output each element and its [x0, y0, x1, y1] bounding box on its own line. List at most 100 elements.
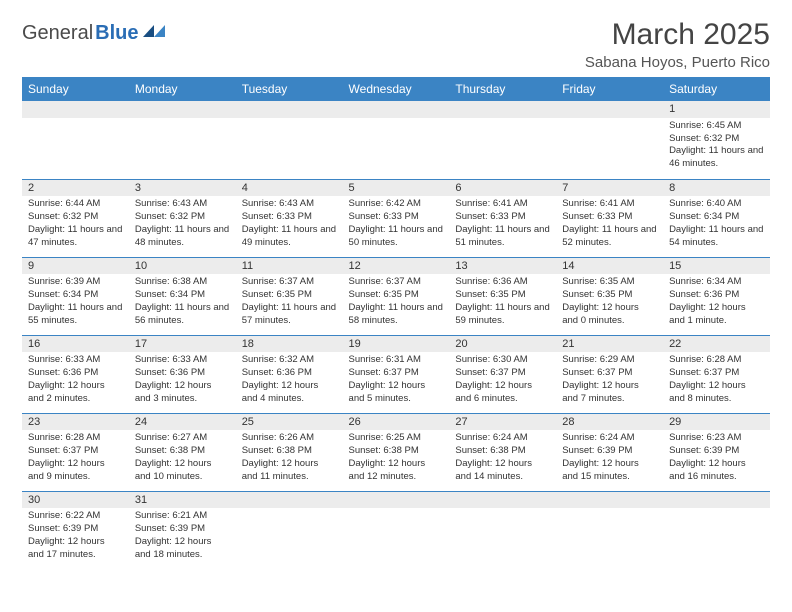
daylight-text: Daylight: 12 hours and 11 minutes. [242, 458, 337, 484]
sunrise-text: Sunrise: 6:33 AM [28, 354, 123, 367]
sunrise-text: Sunrise: 6:31 AM [349, 354, 444, 367]
calendar-day-cell: 10Sunrise: 6:38 AMSunset: 6:34 PMDayligh… [129, 257, 236, 335]
calendar-day-cell: 5Sunrise: 6:42 AMSunset: 6:33 PMDaylight… [343, 179, 450, 257]
day-number [343, 492, 450, 509]
calendar-day-cell [556, 101, 663, 179]
sunset-text: Sunset: 6:38 PM [242, 445, 337, 458]
day-number: 19 [343, 336, 450, 353]
daylight-text: Daylight: 12 hours and 14 minutes. [455, 458, 550, 484]
day-number [556, 492, 663, 509]
day-details: Sunrise: 6:21 AMSunset: 6:39 PMDaylight:… [129, 508, 236, 563]
sunrise-text: Sunrise: 6:38 AM [135, 276, 230, 289]
calendar-day-cell [663, 491, 770, 569]
daylight-text: Daylight: 12 hours and 2 minutes. [28, 380, 123, 406]
calendar-day-cell: 15Sunrise: 6:34 AMSunset: 6:36 PMDayligh… [663, 257, 770, 335]
day-details: Sunrise: 6:30 AMSunset: 6:37 PMDaylight:… [449, 352, 556, 407]
day-details: Sunrise: 6:28 AMSunset: 6:37 PMDaylight:… [22, 430, 129, 485]
daylight-text: Daylight: 12 hours and 18 minutes. [135, 536, 230, 562]
weekday-header: Friday [556, 77, 663, 101]
day-details: Sunrise: 6:27 AMSunset: 6:38 PMDaylight:… [129, 430, 236, 485]
day-details: Sunrise: 6:34 AMSunset: 6:36 PMDaylight:… [663, 274, 770, 329]
day-details: Sunrise: 6:29 AMSunset: 6:37 PMDaylight:… [556, 352, 663, 407]
calendar-day-cell: 31Sunrise: 6:21 AMSunset: 6:39 PMDayligh… [129, 491, 236, 569]
sunset-text: Sunset: 6:39 PM [135, 523, 230, 536]
calendar-day-cell: 24Sunrise: 6:27 AMSunset: 6:38 PMDayligh… [129, 413, 236, 491]
sunrise-text: Sunrise: 6:34 AM [669, 276, 764, 289]
day-number: 16 [22, 336, 129, 353]
sunrise-text: Sunrise: 6:24 AM [455, 432, 550, 445]
sunset-text: Sunset: 6:38 PM [455, 445, 550, 458]
calendar-day-cell [236, 491, 343, 569]
sunset-text: Sunset: 6:34 PM [135, 289, 230, 302]
calendar-day-cell [129, 101, 236, 179]
calendar-week-row: 30Sunrise: 6:22 AMSunset: 6:39 PMDayligh… [22, 491, 770, 569]
sunrise-text: Sunrise: 6:28 AM [28, 432, 123, 445]
calendar-day-cell: 18Sunrise: 6:32 AMSunset: 6:36 PMDayligh… [236, 335, 343, 413]
month-title: March 2025 [585, 18, 770, 52]
calendar-day-cell [343, 491, 450, 569]
day-number: 8 [663, 180, 770, 197]
weekday-header: Saturday [663, 77, 770, 101]
calendar-day-cell [22, 101, 129, 179]
calendar-week-row: 9Sunrise: 6:39 AMSunset: 6:34 PMDaylight… [22, 257, 770, 335]
day-number: 3 [129, 180, 236, 197]
sunrise-text: Sunrise: 6:21 AM [135, 510, 230, 523]
day-number: 6 [449, 180, 556, 197]
sunset-text: Sunset: 6:36 PM [242, 367, 337, 380]
daylight-text: Daylight: 11 hours and 57 minutes. [242, 302, 337, 328]
page-header: GeneralBlue March 2025 Sabana Hoyos, Pue… [22, 18, 770, 71]
daylight-text: Daylight: 12 hours and 7 minutes. [562, 380, 657, 406]
calendar-day-cell: 25Sunrise: 6:26 AMSunset: 6:38 PMDayligh… [236, 413, 343, 491]
calendar-day-cell: 16Sunrise: 6:33 AMSunset: 6:36 PMDayligh… [22, 335, 129, 413]
day-number: 23 [22, 414, 129, 431]
day-number [236, 492, 343, 509]
sunrise-text: Sunrise: 6:32 AM [242, 354, 337, 367]
day-number [556, 101, 663, 118]
calendar-day-cell: 28Sunrise: 6:24 AMSunset: 6:39 PMDayligh… [556, 413, 663, 491]
day-number: 4 [236, 180, 343, 197]
day-details: Sunrise: 6:22 AMSunset: 6:39 PMDaylight:… [22, 508, 129, 563]
sunset-text: Sunset: 6:36 PM [135, 367, 230, 380]
day-number [129, 101, 236, 118]
day-number: 25 [236, 414, 343, 431]
day-details: Sunrise: 6:40 AMSunset: 6:34 PMDaylight:… [663, 196, 770, 251]
calendar-day-cell: 7Sunrise: 6:41 AMSunset: 6:33 PMDaylight… [556, 179, 663, 257]
day-details: Sunrise: 6:45 AMSunset: 6:32 PMDaylight:… [663, 118, 770, 173]
calendar-day-cell: 29Sunrise: 6:23 AMSunset: 6:39 PMDayligh… [663, 413, 770, 491]
daylight-text: Daylight: 12 hours and 0 minutes. [562, 302, 657, 328]
sunrise-text: Sunrise: 6:35 AM [562, 276, 657, 289]
calendar-day-cell [449, 491, 556, 569]
day-number [343, 101, 450, 118]
weekday-header: Wednesday [343, 77, 450, 101]
calendar-week-row: 16Sunrise: 6:33 AMSunset: 6:36 PMDayligh… [22, 335, 770, 413]
daylight-text: Daylight: 11 hours and 59 minutes. [455, 302, 550, 328]
daylight-text: Daylight: 11 hours and 49 minutes. [242, 224, 337, 250]
daylight-text: Daylight: 11 hours and 56 minutes. [135, 302, 230, 328]
sunrise-text: Sunrise: 6:29 AM [562, 354, 657, 367]
sunset-text: Sunset: 6:37 PM [349, 367, 444, 380]
daylight-text: Daylight: 11 hours and 55 minutes. [28, 302, 123, 328]
calendar-day-cell: 4Sunrise: 6:43 AMSunset: 6:33 PMDaylight… [236, 179, 343, 257]
sunrise-text: Sunrise: 6:42 AM [349, 198, 444, 211]
location-label: Sabana Hoyos, Puerto Rico [585, 54, 770, 71]
day-number: 26 [343, 414, 450, 431]
day-details: Sunrise: 6:37 AMSunset: 6:35 PMDaylight:… [343, 274, 450, 329]
logo-flag-icon [143, 22, 165, 45]
calendar-day-cell: 1Sunrise: 6:45 AMSunset: 6:32 PMDaylight… [663, 101, 770, 179]
day-number: 30 [22, 492, 129, 509]
sunset-text: Sunset: 6:32 PM [135, 211, 230, 224]
day-number: 20 [449, 336, 556, 353]
day-details: Sunrise: 6:44 AMSunset: 6:32 PMDaylight:… [22, 196, 129, 251]
day-number: 28 [556, 414, 663, 431]
day-details: Sunrise: 6:38 AMSunset: 6:34 PMDaylight:… [129, 274, 236, 329]
day-details: Sunrise: 6:33 AMSunset: 6:36 PMDaylight:… [22, 352, 129, 407]
calendar-week-row: 1Sunrise: 6:45 AMSunset: 6:32 PMDaylight… [22, 101, 770, 179]
day-details: Sunrise: 6:43 AMSunset: 6:33 PMDaylight:… [236, 196, 343, 251]
day-details: Sunrise: 6:25 AMSunset: 6:38 PMDaylight:… [343, 430, 450, 485]
sunset-text: Sunset: 6:32 PM [669, 133, 764, 146]
sunrise-text: Sunrise: 6:40 AM [669, 198, 764, 211]
day-number: 9 [22, 258, 129, 275]
day-details: Sunrise: 6:42 AMSunset: 6:33 PMDaylight:… [343, 196, 450, 251]
title-block: March 2025 Sabana Hoyos, Puerto Rico [585, 18, 770, 71]
brand-name-part1: General [22, 22, 93, 45]
